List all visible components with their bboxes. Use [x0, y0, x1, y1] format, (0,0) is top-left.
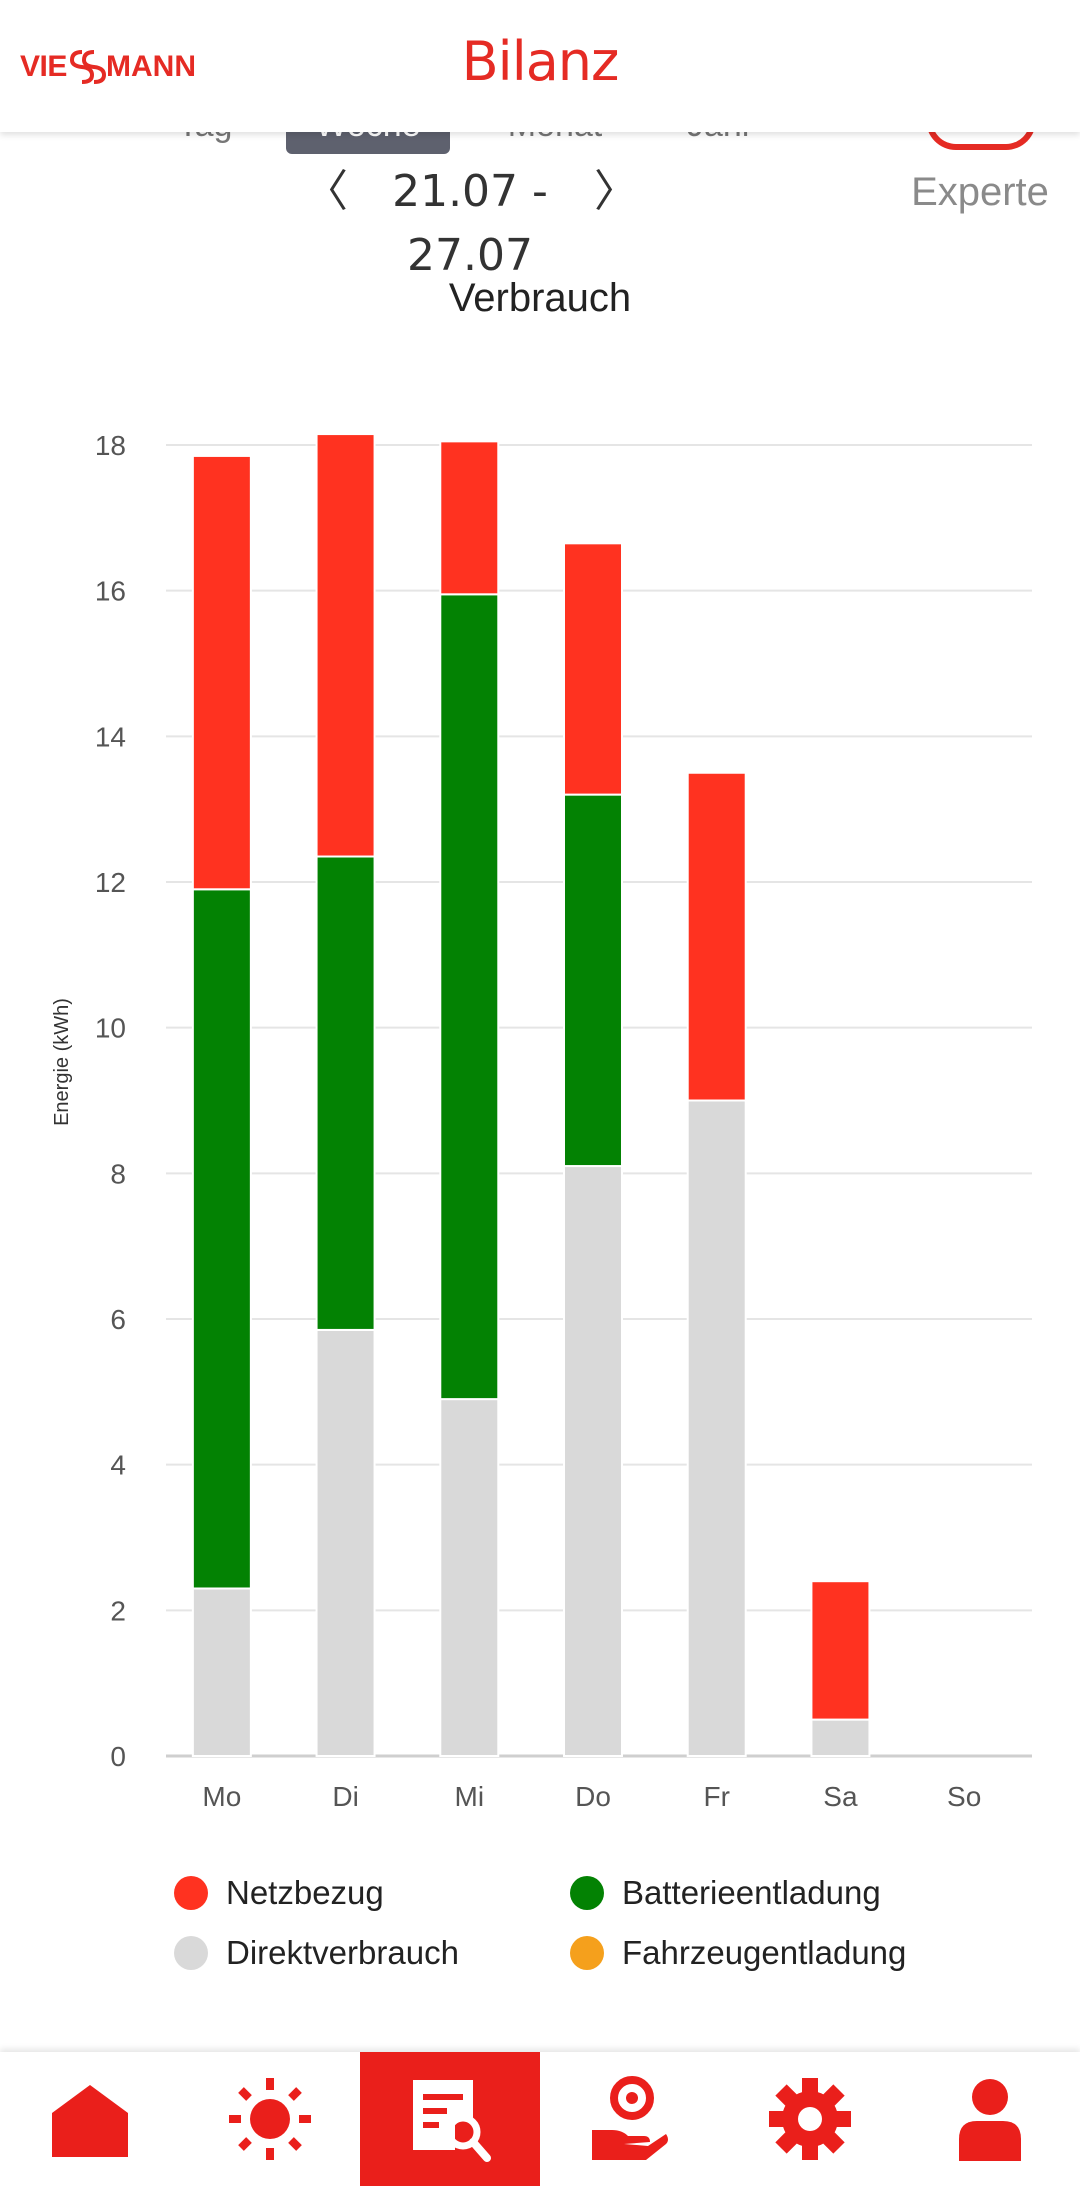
- legend-label: Netzbezug: [226, 1874, 384, 1911]
- nav-production[interactable]: [180, 2052, 360, 2186]
- bar-netzbezug-mo[interactable]: [191, 454, 252, 891]
- y-axis-ticks: 0 2 4 6 8 10 12 14 16 18: [95, 430, 126, 1772]
- nav-settings[interactable]: [720, 2052, 900, 2186]
- bar-netzbezug-di[interactable]: [315, 433, 376, 858]
- bar-batterieentladung-mo[interactable]: [191, 888, 252, 1590]
- legend-dot-batterieentladung: [570, 1876, 604, 1910]
- user-icon: [959, 2079, 1021, 2161]
- x-tick-label: Di: [332, 1781, 358, 1812]
- gear-icon: [769, 2078, 851, 2160]
- previous-week-button[interactable]: 〈: [304, 167, 348, 216]
- x-tick-label: Sa: [823, 1781, 858, 1812]
- x-tick-label: So: [947, 1781, 981, 1812]
- date-range-selector: 〈 21.07 - 27.07 〉: [0, 160, 1080, 281]
- bar-netzbezug-mi[interactable]: [439, 440, 500, 596]
- y-tick-label: 8: [110, 1158, 126, 1189]
- svg-text:VIE: VIE: [20, 50, 67, 83]
- y-tick-label: 6: [110, 1304, 126, 1335]
- y-tick-label: 2: [110, 1595, 126, 1626]
- chart-bars: [191, 433, 871, 1758]
- nav-tariff[interactable]: [540, 2052, 720, 2186]
- legend-dot-fahrzeugentladung: [570, 1936, 604, 1970]
- expert-label[interactable]: Experte: [911, 170, 1049, 214]
- nav-home[interactable]: [0, 2052, 180, 2186]
- legend-item-netzbezug[interactable]: Netzbezug: [174, 1868, 384, 1918]
- bar-batterieentladung-do[interactable]: [563, 793, 623, 1168]
- legend-label: Batterieentladung: [622, 1874, 881, 1911]
- next-week-button[interactable]: 〉: [594, 167, 638, 216]
- bar-direktverbrauch-mo[interactable]: [191, 1587, 252, 1757]
- bar-direktverbrauch-sa[interactable]: [810, 1718, 871, 1758]
- bar-direktverbrauch-mi[interactable]: [439, 1398, 500, 1757]
- nav-profile[interactable]: [900, 2052, 1080, 2186]
- bar-direktverbrauch-di[interactable]: [315, 1328, 376, 1757]
- x-tick-label: Mo: [202, 1781, 241, 1812]
- y-tick-label: 0: [110, 1741, 126, 1772]
- y-tick-label: 16: [95, 576, 126, 607]
- bar-batterieentladung-di[interactable]: [315, 855, 376, 1331]
- bottom-navigation: [0, 2052, 1080, 2186]
- legend-item-batterieentladung[interactable]: Batterieentladung: [570, 1868, 881, 1918]
- sun-icon: [229, 2078, 311, 2160]
- legend-dot-direktverbrauch: [174, 1936, 208, 1970]
- x-tick-label: Fr: [703, 1781, 729, 1812]
- legend-label: Fahrzeugentladung: [622, 1934, 907, 1971]
- x-tick-label: Mi: [455, 1781, 485, 1812]
- bar-direktverbrauch-do[interactable]: [563, 1165, 623, 1757]
- bar-netzbezug-sa[interactable]: [810, 1580, 871, 1721]
- legend-dot-netzbezug: [174, 1876, 208, 1910]
- bar-batterieentladung-mi[interactable]: [439, 593, 500, 1401]
- app-header: VIE MANN Bilanz: [0, 0, 1080, 132]
- svg-text:MANN: MANN: [106, 50, 196, 83]
- bar-netzbezug-fr[interactable]: [686, 771, 747, 1102]
- legend-label: Direktverbrauch: [226, 1934, 459, 1971]
- y-tick-label: 10: [95, 1013, 126, 1044]
- y-tick-label: 14: [95, 721, 126, 752]
- legend-item-direktverbrauch[interactable]: Direktverbrauch: [174, 1928, 459, 1978]
- bar-direktverbrauch-fr[interactable]: [686, 1099, 747, 1757]
- legend-item-fahrzeugentladung[interactable]: Fahrzeugentladung: [570, 1928, 906, 1978]
- consumption-chart: 0 2 4 6 8 10 12 14 16 18 Mo Di Mi Do Fr Sa So Energie (…: [51, 430, 1032, 1812]
- page-title: Bilanz: [461, 30, 620, 93]
- y-tick-label: 4: [110, 1450, 126, 1481]
- report-search-icon: [413, 2080, 491, 2162]
- nav-balance[interactable]: [360, 2052, 540, 2186]
- home-icon: [52, 2085, 128, 2157]
- y-tick-label: 12: [95, 867, 126, 898]
- x-tick-label: Do: [575, 1781, 611, 1812]
- y-tick-label: 18: [95, 430, 126, 461]
- y-axis-label: Energie (kWh): [51, 998, 73, 1126]
- date-range-label: 21.07 - 27.07: [392, 166, 548, 281]
- bar-netzbezug-do[interactable]: [563, 542, 623, 796]
- hand-coin-icon: [592, 2076, 668, 2160]
- viessmann-logo: VIE MANN: [20, 50, 196, 84]
- x-axis-ticks: Mo Di Mi Do Fr Sa So: [202, 1781, 981, 1812]
- chart-title: Verbrauch: [448, 276, 632, 320]
